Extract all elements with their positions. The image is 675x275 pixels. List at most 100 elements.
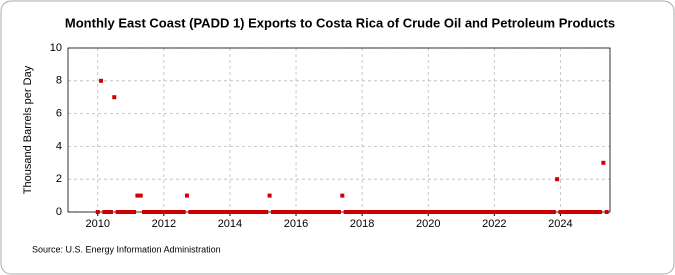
point (132, 210, 137, 214)
x-tick-label: 2022 (482, 218, 506, 230)
point (194, 210, 199, 214)
point (535, 210, 540, 214)
point (112, 95, 117, 100)
point (584, 210, 589, 214)
point (241, 210, 246, 214)
point (257, 210, 262, 214)
y-tick-label: 6 (56, 108, 62, 120)
point (118, 210, 123, 214)
point (379, 210, 384, 214)
chart-title: Monthly East Coast (PADD 1) Exports to C… (65, 15, 615, 30)
y-tick-label: 0 (56, 206, 62, 218)
point (373, 210, 378, 214)
point (155, 210, 160, 214)
x-tick-label: 2018 (350, 218, 374, 230)
point (175, 210, 180, 214)
point (254, 210, 259, 214)
y-tick-label: 2 (56, 173, 62, 185)
point (455, 210, 460, 214)
point (108, 210, 113, 214)
point (95, 210, 100, 214)
point (413, 210, 418, 214)
point (528, 210, 533, 214)
point (122, 210, 127, 214)
point (99, 78, 104, 83)
point (353, 210, 358, 214)
point (469, 210, 474, 214)
point (274, 210, 279, 214)
point (280, 210, 285, 214)
point (267, 193, 272, 198)
point (578, 210, 583, 214)
point (568, 210, 573, 214)
y-tick-label: 10 (50, 42, 62, 54)
point (234, 210, 239, 214)
point (360, 210, 365, 214)
x-tick-label: 2010 (86, 218, 110, 230)
point (294, 210, 299, 214)
point (565, 210, 570, 214)
point (260, 210, 265, 214)
point (343, 210, 348, 214)
point (574, 210, 579, 214)
point (356, 210, 361, 214)
point (403, 210, 408, 214)
point (284, 210, 289, 214)
point (485, 210, 490, 214)
point (340, 193, 345, 198)
point (515, 210, 520, 214)
point (416, 210, 421, 214)
y-tick-label: 4 (56, 140, 62, 152)
point (337, 210, 341, 214)
point (188, 210, 193, 214)
point (465, 210, 470, 214)
point (598, 210, 603, 214)
point (320, 210, 325, 214)
point (191, 210, 196, 214)
point (531, 210, 536, 214)
point (184, 193, 189, 198)
point (198, 210, 203, 214)
point (601, 160, 606, 165)
point (538, 210, 543, 214)
point (551, 210, 556, 214)
point (211, 210, 216, 214)
point (290, 210, 295, 214)
point (581, 210, 586, 214)
point (419, 210, 424, 214)
point (446, 210, 451, 214)
point (171, 210, 176, 214)
point (541, 210, 546, 214)
point (128, 210, 133, 214)
point (227, 210, 232, 214)
point (168, 210, 173, 214)
point (148, 210, 153, 214)
point (502, 210, 507, 214)
point (558, 210, 563, 214)
point (591, 210, 596, 214)
point (221, 210, 226, 214)
point (218, 210, 223, 214)
point (561, 210, 566, 214)
point (135, 193, 140, 198)
point (323, 210, 328, 214)
point (383, 210, 388, 214)
point (396, 210, 401, 214)
point (436, 210, 441, 214)
point (264, 210, 269, 214)
point (158, 210, 163, 214)
point (604, 210, 609, 214)
point (389, 210, 394, 214)
point (201, 210, 206, 214)
point (594, 210, 599, 214)
point (165, 210, 170, 214)
point (492, 210, 497, 214)
point (432, 210, 437, 214)
point (247, 210, 252, 214)
point (277, 210, 282, 214)
y-tick-label: 8 (56, 75, 62, 87)
point (105, 210, 110, 214)
point (317, 210, 322, 214)
